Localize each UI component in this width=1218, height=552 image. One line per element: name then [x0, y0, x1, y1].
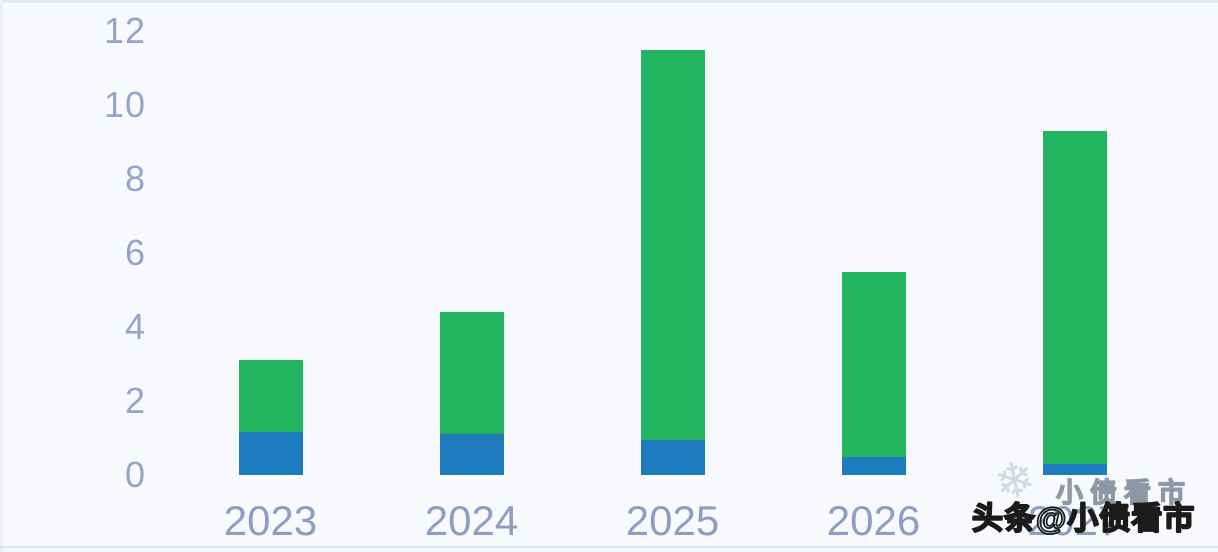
x-axis: 2023 2024 2025 2026 2027 [0, 500, 1218, 552]
bar-segment-green-top-2024 [439, 312, 504, 435]
y-tick-label-4: 4 [124, 306, 146, 347]
x-tick-label-2025: 2025 [625, 497, 720, 544]
x-tick-label-2026: 2026 [826, 497, 921, 544]
bar-segment-green-top-2027 [1042, 130, 1107, 464]
top-border-line [0, 0, 1218, 3]
bar-segment-blue-bottom-2026 [841, 456, 906, 475]
bar-segment-blue-bottom-2024 [439, 434, 504, 475]
left-border-line [0, 0, 3, 552]
bar-segment-green-top-2023 [238, 360, 303, 433]
x-tick-label-2027: 2027 [1027, 497, 1122, 544]
bar-segment-blue-bottom-2023 [238, 432, 303, 475]
y-axis: 0 2 4 6 8 10 12 [0, 0, 148, 552]
bar-segment-blue-bottom-2025 [640, 439, 705, 475]
y-tick-label-6: 6 [124, 232, 146, 273]
y-tick-label-2: 2 [124, 380, 146, 421]
y-tick-label-8: 8 [124, 158, 146, 199]
x-tick-label-2024: 2024 [424, 497, 519, 544]
y-tick-label-0: 0 [124, 454, 146, 495]
watermark-light-text: 小债看市 [1055, 478, 1192, 508]
watermark-dark-text: 头条@小债看市 [971, 501, 1196, 536]
x-tick-label-2023: 2023 [223, 497, 318, 544]
bar-segment-green-top-2026 [841, 271, 906, 457]
y-tick-label-10: 10 [103, 84, 146, 125]
bar-segment-blue-bottom-2027 [1042, 463, 1107, 475]
bottom-border-line [0, 546, 1218, 548]
y-tick-label-12: 12 [103, 10, 146, 51]
bar-segment-green-top-2025 [640, 49, 705, 440]
